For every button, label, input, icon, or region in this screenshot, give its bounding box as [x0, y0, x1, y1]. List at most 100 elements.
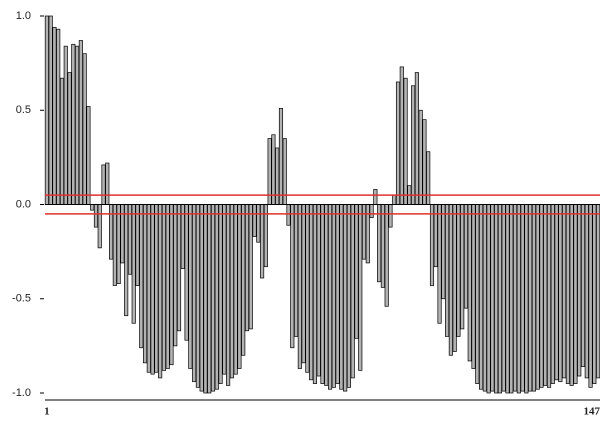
bar [309, 204, 314, 381]
x-tick-label: 1 [44, 406, 50, 418]
bar [565, 204, 570, 384]
bar [596, 204, 600, 379]
bar [52, 26, 57, 205]
bar [320, 204, 325, 384]
bar [90, 204, 95, 211]
bar [169, 204, 174, 366]
bar [377, 204, 382, 283]
bar [494, 204, 499, 394]
bar [116, 204, 121, 285]
bar [505, 204, 510, 394]
y-tick-label: 1.0 [16, 10, 31, 22]
bar [395, 81, 401, 205]
bar [127, 204, 132, 275]
bar [184, 204, 189, 341]
bar [150, 204, 155, 375]
bar [441, 204, 446, 300]
bar [343, 204, 348, 392]
bar [486, 204, 491, 394]
bar [509, 204, 514, 394]
bar [67, 72, 72, 205]
bar [475, 204, 480, 384]
bar [207, 204, 212, 394]
bar [429, 204, 435, 286]
bar [346, 204, 351, 388]
bar [222, 204, 227, 375]
bar [97, 204, 102, 249]
bar [244, 204, 250, 332]
bar [312, 204, 317, 384]
bar [520, 204, 525, 392]
bar [361, 204, 367, 260]
bar [260, 204, 265, 279]
bar [384, 204, 389, 307]
bar [358, 204, 363, 371]
bar [339, 204, 344, 390]
bar [286, 204, 291, 226]
y-tick-label: 0.0 [16, 198, 31, 210]
bar [467, 204, 472, 362]
bar [271, 134, 276, 205]
bar [109, 204, 114, 260]
bar [59, 77, 65, 205]
bar [297, 204, 302, 369]
bar [501, 204, 506, 392]
bar [248, 204, 253, 330]
bar [165, 204, 170, 369]
bar [558, 204, 563, 383]
bar [414, 72, 419, 205]
bar [139, 204, 144, 349]
bar [101, 164, 106, 205]
bar [294, 204, 299, 337]
bar [324, 204, 329, 386]
bar [562, 204, 567, 379]
bar [252, 204, 257, 237]
bar [524, 204, 529, 394]
bar [497, 204, 502, 394]
bar [176, 204, 182, 332]
bar [63, 45, 68, 205]
bar [354, 204, 359, 339]
bar [546, 204, 552, 388]
bar [580, 204, 586, 367]
bar [290, 204, 295, 349]
bar [573, 204, 578, 384]
bar [388, 204, 393, 228]
bar [56, 28, 61, 205]
bar [513, 204, 518, 392]
bar [82, 53, 87, 205]
bar [237, 204, 242, 369]
bar [448, 204, 453, 356]
bar [210, 204, 216, 392]
bar [531, 204, 536, 392]
bar [369, 204, 374, 219]
bar [418, 109, 423, 205]
bar [301, 204, 306, 364]
bar [543, 204, 548, 386]
bar [71, 43, 76, 205]
bar [456, 204, 461, 337]
bar [233, 204, 238, 375]
bar [48, 15, 53, 205]
bar [328, 204, 333, 390]
bar [161, 204, 166, 371]
bar [350, 204, 355, 379]
bar [158, 204, 163, 379]
bar [214, 204, 219, 390]
bar [426, 151, 431, 205]
bar [516, 204, 521, 394]
bar [86, 106, 91, 205]
bar [112, 204, 117, 286]
bar [403, 77, 408, 205]
y-tick-label: -0.5 [12, 293, 31, 305]
bar [535, 204, 540, 390]
bar [275, 147, 280, 205]
bar [592, 204, 597, 384]
bar [445, 204, 450, 337]
x-tick-label: 147 [584, 406, 600, 418]
bar [146, 204, 151, 373]
bar [278, 108, 284, 205]
bar [143, 204, 148, 364]
bar [305, 204, 310, 373]
